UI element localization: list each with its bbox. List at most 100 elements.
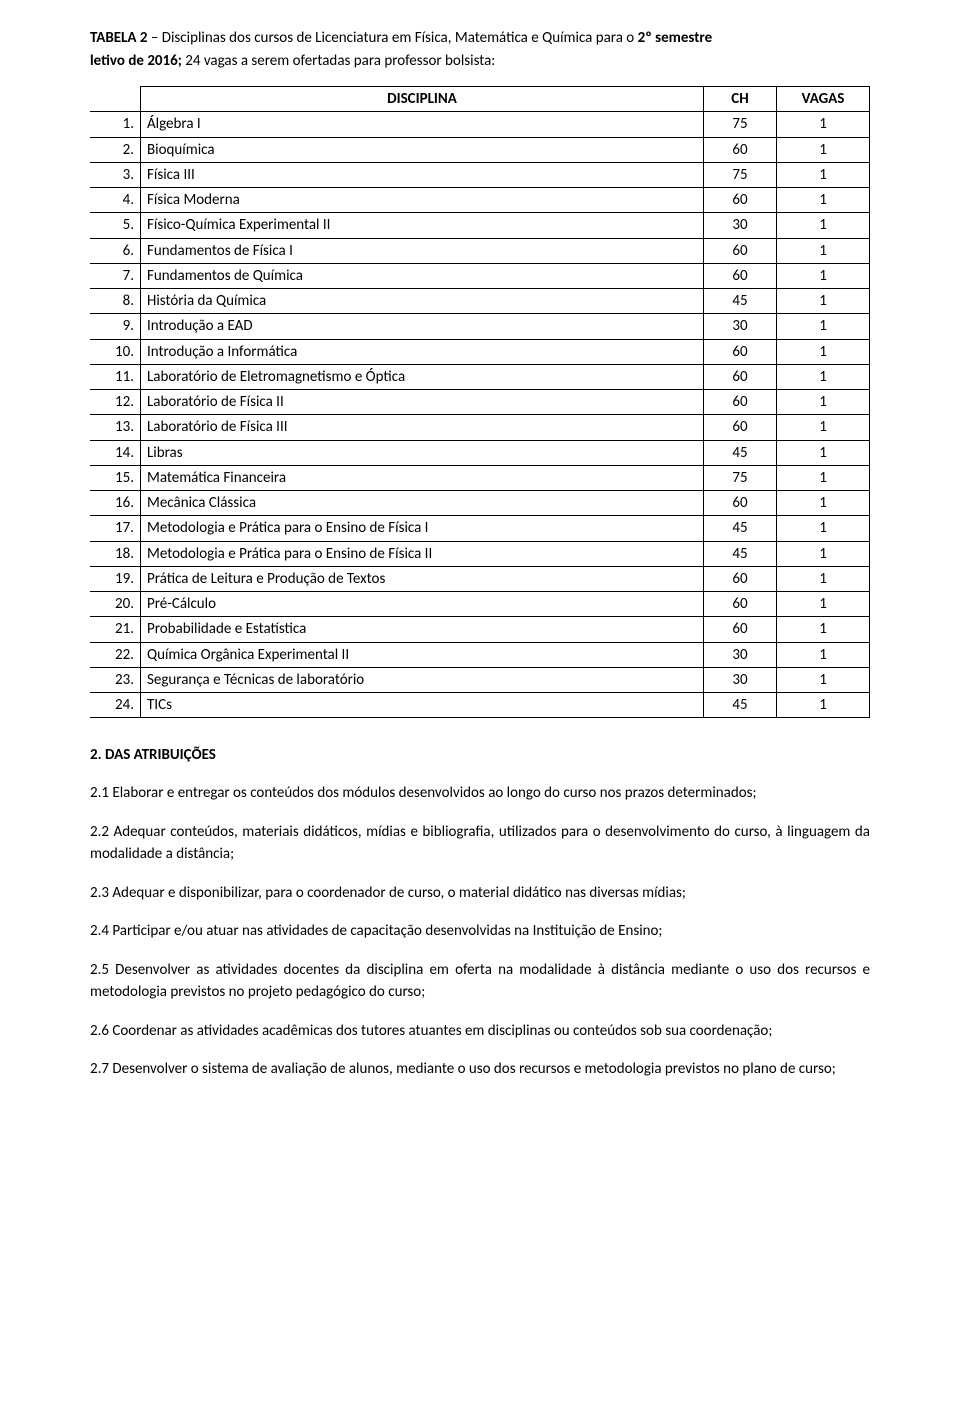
table-row: 15.Matemática Financeira751 [90,465,870,490]
row-vagas: 1 [777,516,870,541]
row-ch: 60 [704,364,777,389]
row-number: 13. [90,415,141,440]
row-vagas: 1 [777,364,870,389]
row-ch: 60 [704,238,777,263]
row-ch: 30 [704,213,777,238]
row-discipline: Álgebra I [141,112,704,137]
row-number: 11. [90,364,141,389]
row-ch: 30 [704,667,777,692]
row-number: 9. [90,314,141,339]
body-paragraph: 2.2 Adequar conteúdos, materiais didátic… [90,821,870,866]
row-ch: 60 [704,390,777,415]
table-row: 10.Introdução a Informática601 [90,339,870,364]
row-number: 23. [90,667,141,692]
row-vagas: 1 [777,440,870,465]
row-discipline: Bioquímica [141,137,704,162]
row-discipline: Fundamentos de Física I [141,238,704,263]
table-header-row: DISCIPLINA CH VAGAS [90,87,870,112]
row-vagas: 1 [777,137,870,162]
row-discipline: Prática de Leitura e Produção de Textos [141,566,704,591]
table-row: 9.Introdução a EAD301 [90,314,870,339]
row-discipline: Laboratório de Física III [141,415,704,440]
row-discipline: TICs [141,693,704,718]
row-ch: 60 [704,339,777,364]
body-paragraph: 2.4 Participar e/ou atuar nas atividades… [90,920,870,943]
row-vagas: 1 [777,390,870,415]
row-discipline: Química Orgânica Experimental II [141,642,704,667]
table-row: 8.História da Química451 [90,289,870,314]
caption-prefix-bold: TABELA 2 [90,29,148,47]
row-discipline: História da Química [141,289,704,314]
table-row: 4.Física Moderna601 [90,188,870,213]
row-number: 22. [90,642,141,667]
row-ch: 60 [704,617,777,642]
row-vagas: 1 [777,188,870,213]
row-vagas: 1 [777,339,870,364]
row-number: 16. [90,491,141,516]
row-vagas: 1 [777,617,870,642]
header-ch: CH [704,87,777,112]
row-discipline: Introdução a Informática [141,339,704,364]
row-ch: 75 [704,162,777,187]
row-discipline: Laboratório de Física II [141,390,704,415]
table-row: 7.Fundamentos de Química601 [90,263,870,288]
subtitle-rest: 24 vagas a serem ofertadas para professo… [182,52,495,70]
row-number: 1. [90,112,141,137]
table-row: 13.Laboratório de Física III601 [90,415,870,440]
row-number: 7. [90,263,141,288]
row-number: 20. [90,592,141,617]
table-caption-line2: letivo de 2016; 24 vagas a serem ofertad… [90,51,870,72]
row-discipline: Metodologia e Prática para o Ensino de F… [141,541,704,566]
row-ch: 75 [704,112,777,137]
section-heading: 2. DAS ATRIBUIÇÕES [90,746,870,764]
row-number: 4. [90,188,141,213]
row-ch: 60 [704,415,777,440]
row-vagas: 1 [777,314,870,339]
header-empty [90,87,141,112]
row-discipline: Físico-Química Experimental II [141,213,704,238]
row-number: 12. [90,390,141,415]
row-vagas: 1 [777,642,870,667]
row-discipline: Metodologia e Prática para o Ensino de F… [141,516,704,541]
row-vagas: 1 [777,213,870,238]
table-row: 17.Metodologia e Prática para o Ensino d… [90,516,870,541]
header-disciplina: DISCIPLINA [141,87,704,112]
row-vagas: 1 [777,162,870,187]
row-number: 18. [90,541,141,566]
body-paragraph: 2.6 Coordenar as atividades acadêmicas d… [90,1020,870,1043]
row-ch: 60 [704,188,777,213]
row-ch: 60 [704,566,777,591]
row-vagas: 1 [777,693,870,718]
row-number: 8. [90,289,141,314]
body-paragraph: 2.7 Desenvolver o sistema de avaliação d… [90,1058,870,1081]
row-ch: 30 [704,642,777,667]
row-vagas: 1 [777,566,870,591]
row-discipline: Libras [141,440,704,465]
row-number: 15. [90,465,141,490]
row-vagas: 1 [777,667,870,692]
table-row: 2.Bioquímica601 [90,137,870,162]
row-number: 19. [90,566,141,591]
table-row: 16.Mecânica Clássica601 [90,491,870,516]
row-number: 21. [90,617,141,642]
row-discipline: Matemática Financeira [141,465,704,490]
row-vagas: 1 [777,541,870,566]
table-row: 12.Laboratório de Física II601 [90,390,870,415]
row-ch: 45 [704,516,777,541]
row-ch: 75 [704,465,777,490]
row-number: 6. [90,238,141,263]
disciplines-table: DISCIPLINA CH VAGAS 1.Álgebra I7512.Bioq… [90,86,870,718]
row-number: 14. [90,440,141,465]
table-row: 11.Laboratório de Eletromagnetismo e Ópt… [90,364,870,389]
row-discipline: Segurança e Técnicas de laboratório [141,667,704,692]
row-vagas: 1 [777,415,870,440]
table-row: 6.Fundamentos de Física I601 [90,238,870,263]
table-row: 24.TICs451 [90,693,870,718]
table-row: 3.Física III751 [90,162,870,187]
row-discipline: Física III [141,162,704,187]
row-discipline: Introdução a EAD [141,314,704,339]
body-paragraph: 2.3 Adequar e disponibilizar, para o coo… [90,882,870,905]
row-vagas: 1 [777,112,870,137]
row-vagas: 1 [777,263,870,288]
row-number: 10. [90,339,141,364]
